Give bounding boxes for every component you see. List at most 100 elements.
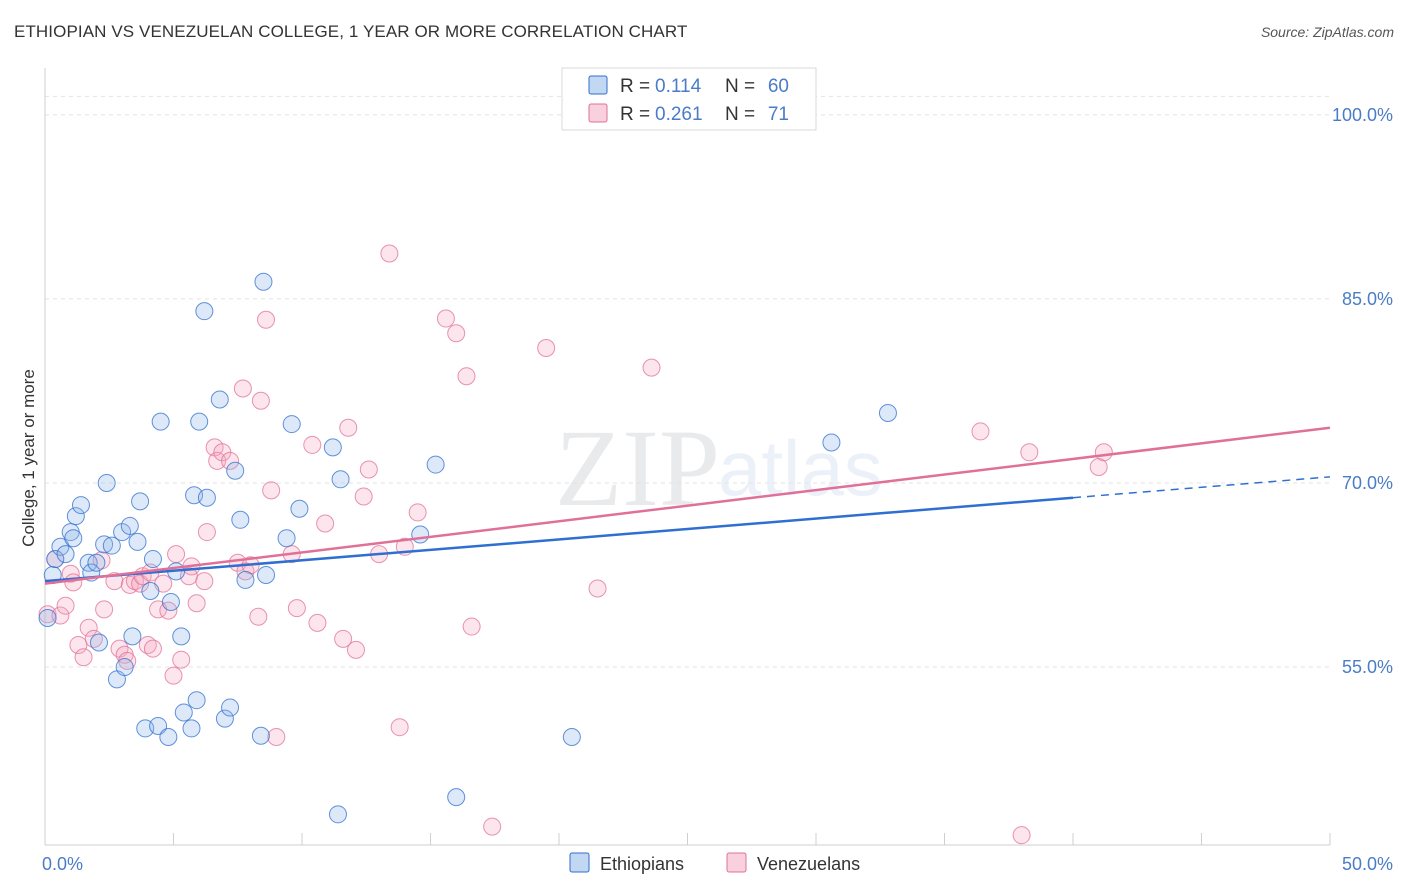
venezuelans-point-59 (390, 718, 409, 737)
legend-n-value-venezuelans: 71 (768, 104, 789, 125)
y-axis-label: College, 1 year or more (19, 369, 38, 547)
ethiopians-point-25 (143, 550, 162, 569)
y-axis-ticks: 55.0% 70.0% 85.0% 100.0% (1332, 105, 1393, 677)
venezuelans-point-46 (267, 728, 286, 747)
ethiopians-point-39 (210, 390, 229, 409)
ethiopians-point-0 (38, 608, 57, 627)
ethiopians-point-35 (187, 691, 206, 710)
ethiopians-point-33 (182, 719, 201, 738)
venezuelans-point-65 (462, 617, 481, 636)
venezuelans-point-72 (1020, 443, 1039, 462)
ethiopians-point-46 (254, 272, 273, 291)
venezuelans-point-42 (249, 607, 268, 626)
legend-r-label-venezuelans: R = (620, 104, 650, 125)
ethiopians-point-22 (131, 492, 150, 511)
y-tick-label-2: 85.0% (1342, 289, 1393, 309)
ethiopians-point-58 (822, 433, 841, 452)
ethiopians-point-32 (174, 703, 193, 722)
ethiopians-point-50 (290, 499, 309, 518)
ethiopians-points (38, 272, 897, 824)
venezuelans-point-55 (354, 487, 373, 506)
venezuelans-point-37 (221, 451, 240, 470)
venezuelans-point-53 (339, 418, 358, 437)
axes (44, 68, 1331, 846)
bottom-legend-label-ethiopians: Ethiopians (600, 854, 684, 874)
venezuelans-point-49 (303, 435, 322, 454)
ethiopians-point-41 (221, 698, 240, 717)
ethiopians-point-52 (328, 805, 347, 824)
venezuelans-point-70 (971, 422, 990, 441)
source-credit: Source: ZipAtlas.com (1260, 24, 1394, 40)
venezuelans-point-20 (138, 635, 157, 654)
ethiopians-trend-line (44, 496, 1074, 583)
legend-n-label-venezuelans: N = (725, 104, 755, 125)
ethiopians-point-21 (128, 532, 147, 551)
ethiopians-point-31 (172, 627, 191, 646)
y-tick-label-1: 70.0% (1342, 473, 1393, 493)
bottom-legend-label-venezuelans: Venezuelans (757, 854, 860, 874)
ethiopians-point-7 (66, 507, 85, 526)
venezuelans-point-63 (447, 324, 466, 343)
venezuelans-point-52 (334, 629, 353, 648)
venezuelans-point-28 (172, 650, 191, 669)
x-tick-label-end: 50.0% (1342, 854, 1393, 874)
venezuelans-point-11 (95, 600, 114, 619)
chart-title: ETHIOPIAN VS VENEZUELAN COLLEGE, 1 YEAR … (14, 22, 688, 41)
bottom-legend-swatch-ethiopians (569, 852, 590, 873)
ethiopians-point-49 (282, 415, 301, 434)
ethiopians-point-24 (141, 581, 160, 600)
venezuelans-point-9 (84, 629, 103, 648)
x-axis-ticks: 0.0% 50.0% (42, 854, 1393, 874)
venezuelans-point-5 (64, 573, 83, 592)
watermark-atlas: atlas (718, 424, 883, 512)
ethiopians-point-18 (115, 658, 134, 677)
ethiopians-point-20 (123, 627, 142, 646)
ethiopians-point-45 (251, 726, 270, 745)
ethiopians-point-38 (197, 488, 216, 507)
venezuelans-point-51 (316, 514, 335, 533)
venezuelans-point-31 (187, 594, 206, 613)
venezuelans-point-44 (257, 310, 276, 329)
top-legend: R = 0.114 N = 60 R = 0.261 N = 71 (561, 67, 817, 131)
ethiopians-point-12 (89, 633, 108, 652)
legend-r-label-ethiopians: R = (620, 76, 650, 97)
venezuelans-point-8 (79, 618, 98, 637)
venezuelans-point-45 (262, 481, 281, 500)
ethiopians-point-54 (411, 525, 430, 544)
venezuelans-point-74 (1094, 443, 1113, 462)
venezuelans-point-58 (380, 244, 399, 263)
ethiopians-point-57 (562, 728, 581, 747)
venezuelans-point-62 (436, 309, 455, 328)
ethiopians-point-43 (231, 510, 250, 529)
legend-n-value-ethiopians: 60 (768, 76, 789, 97)
watermark: ZIP atlas (555, 407, 883, 529)
ethiopians-point-47 (257, 566, 276, 585)
venezuelans-point-69 (642, 358, 661, 377)
venezuelans-point-54 (346, 640, 365, 659)
venezuelans-point-27 (167, 545, 186, 564)
ethiopians-point-48 (277, 529, 296, 548)
x-tick-label-start: 0.0% (42, 854, 83, 874)
venezuelans-point-3 (56, 596, 75, 615)
venezuelans-point-39 (233, 379, 252, 398)
venezuelans-point-71 (1012, 826, 1031, 845)
venezuelans-point-50 (308, 613, 327, 632)
legend-swatch-venezuelans (588, 103, 608, 123)
ethiopians-point-13 (95, 535, 114, 554)
ethiopians-point-14 (97, 473, 116, 492)
ethiopians-point-44 (236, 570, 255, 589)
ethiopians-point-6 (64, 529, 83, 548)
ethiopians-point-40 (215, 709, 234, 728)
ethiopians-point-28 (159, 728, 178, 747)
venezuelans-point-22 (143, 639, 162, 658)
ethiopians-point-36 (190, 412, 209, 431)
venezuelans-point-61 (408, 503, 427, 522)
venezuelans-point-64 (457, 367, 476, 386)
ethiopians-point-19 (120, 516, 139, 535)
ethiopians-point-8 (71, 496, 90, 515)
venezuelans-point-56 (359, 460, 378, 479)
venezuelans-point-43 (251, 391, 270, 410)
venezuelans-points (38, 244, 1113, 845)
venezuelans-point-67 (537, 338, 556, 357)
